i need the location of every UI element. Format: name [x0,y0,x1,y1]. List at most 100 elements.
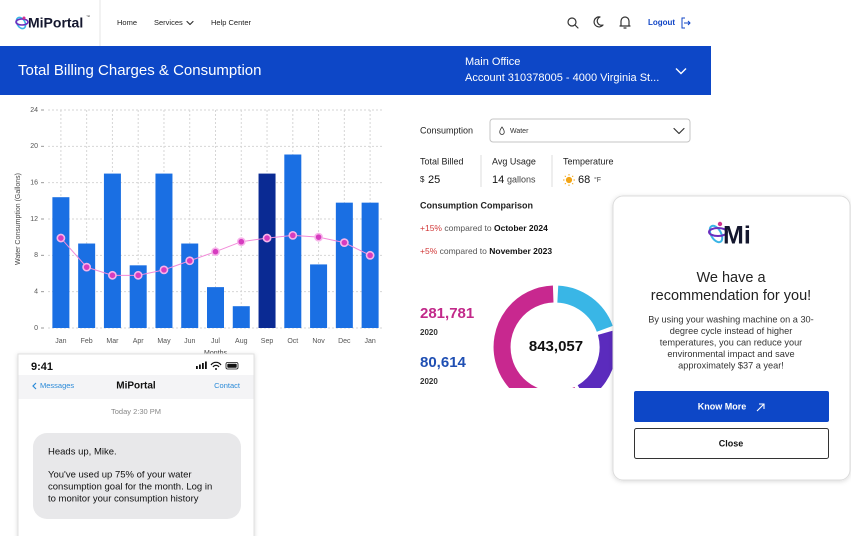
donut-segment [577,330,617,388]
donut [493,285,617,388]
bar [310,264,328,328]
x-tick-label: Jan [55,338,66,345]
bar [335,202,353,328]
message-line: consumption goal for the month. Log in [48,482,212,493]
phone-time: 9:41 [31,361,53,373]
total-year: 2020 [420,328,438,337]
know-more-label[interactable]: Know More [698,401,747,411]
trend-point [185,256,195,266]
select-chevron[interactable] [673,127,685,135]
y-tick-label: 12 [30,216,38,223]
logo[interactable]: MiPortal [28,15,83,31]
stat-unit: gallons [507,174,536,184]
card-logo-icon [708,221,728,244]
trend-point [288,230,298,240]
donut-segment [493,285,576,388]
card-logo: Mi [723,222,751,250]
phone-title: MiPortal [116,381,156,392]
total-value: 281,781 [420,305,474,322]
y-tick-label: 0 [34,325,38,332]
trend-point [108,270,117,280]
contact-button[interactable]: Contact [214,381,241,390]
y-tick-label: 24 [30,107,38,114]
banner-title: Total Billing Charges & Consumption [18,62,261,79]
x-tick-label: Dec [338,338,351,345]
donut-segment [556,285,613,333]
nav-home[interactable]: Home [117,18,137,27]
x-tick-label: Oct [287,338,298,345]
drop-icon [499,126,505,135]
bar [155,173,173,328]
know-more-button[interactable] [634,391,829,422]
logout-icon[interactable] [681,17,691,29]
back-button[interactable]: Messages [40,381,74,390]
trend-point [365,250,375,260]
bar [129,265,147,328]
close-button[interactable] [634,428,829,459]
bar [232,306,250,328]
card-body: environmental impact and save [667,349,794,359]
consumption-select[interactable] [489,118,691,143]
y-axis-label: Water Consumption (Gallons) [15,173,22,265]
external-icon[interactable] [756,403,765,412]
total-value: 80,614 [420,354,467,371]
stat-value: 25 [428,174,440,186]
account[interactable]: Account 310378005 - 4000 Virginia St... [465,72,659,84]
trend-point [314,232,323,242]
comparison: +5% compared to November 2023 [420,246,552,256]
stat-label: Temperature [563,156,614,166]
donut-total: 843,057 [529,338,583,355]
nav-help[interactable]: Help Center [211,18,252,27]
back-chevron[interactable] [32,382,37,390]
x-axis-label: Months [204,350,227,357]
trend-point [339,238,349,248]
bar [258,173,276,328]
card-heading: We have a [696,270,766,286]
bar [78,243,96,328]
nav-services[interactable]: Services [154,18,183,27]
message-line: to monitor your consumption history [48,494,199,505]
recommendation-card: Mi We have a recommendation for you! By … [612,195,851,481]
stat-value: 14 [492,174,504,186]
search-icon[interactable] [567,17,579,29]
message-greeting: Heads up, Mike. [48,447,117,458]
stat-unit: °F [594,176,601,184]
card-heading: recommendation for you! [651,288,811,304]
bar [103,173,121,328]
sun-icon [563,174,575,186]
y-tick-label: 20 [30,143,38,150]
banner-bg [0,46,711,95]
phone-navbar [18,375,254,399]
close-label[interactable]: Close [719,438,744,448]
bell-icon[interactable] [619,16,631,29]
location[interactable]: Main Office [465,56,520,68]
banner: Total Billing Charges & Consumption Main… [0,46,711,95]
bar [52,197,70,328]
theme-icon[interactable] [593,16,604,28]
comparison-title: Consumption Comparison [420,200,533,210]
services-chevron[interactable] [186,20,194,26]
logo-icon [15,16,29,30]
trend-point [211,247,220,257]
logo-badge: ™ [86,14,90,19]
trend-point [56,233,66,243]
y-tick-label: 8 [34,252,38,259]
details-panel: Consumption Water Total Billed $ 25 Avg … [420,118,691,388]
card-body: By using your washing machine on a 30- [648,314,813,324]
account-chevron[interactable] [675,68,687,75]
phone-notification: 9:41 Messages MiPortal Contact Today 2:3… [17,353,255,536]
trend-point [133,270,143,280]
x-tick-label: Jan [364,338,375,345]
x-tick-label: Nov [312,338,325,345]
comparison: +15% compared to October 2024 [420,223,548,233]
logout[interactable]: Logout [648,18,675,27]
top-nav: MiPortal ™ Home Services Help Center Log… [0,0,851,46]
stat-label: Total Billed [420,156,464,166]
bar [361,202,379,328]
trend-point [236,237,246,247]
bar [207,287,224,328]
trend-point [159,265,169,275]
x-tick-label: Aug [235,338,248,345]
stat-label: Avg Usage [492,156,536,166]
